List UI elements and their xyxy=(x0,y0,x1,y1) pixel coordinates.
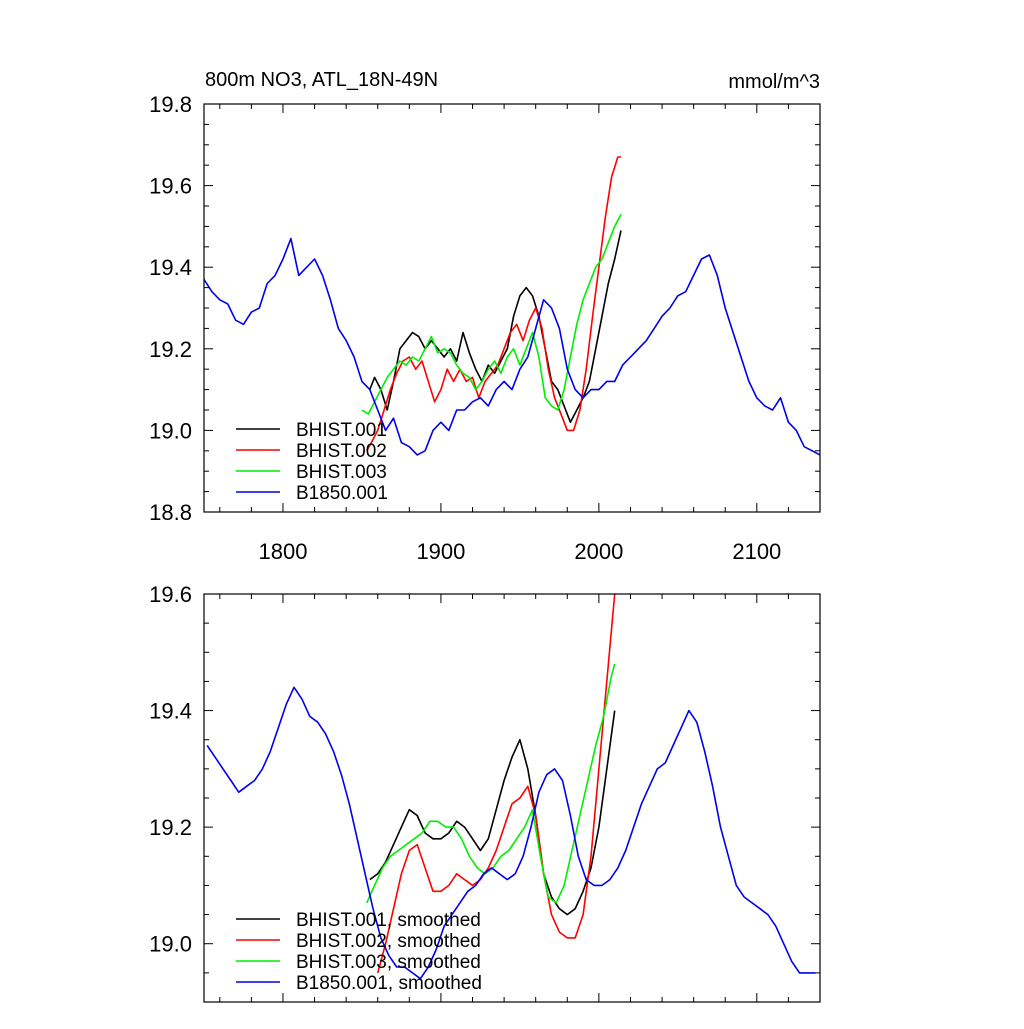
x-axis-ticks: 1800 1900 2000 2100 xyxy=(219,104,821,564)
y-tick-label: 19.2 xyxy=(149,337,192,362)
series-line-1 xyxy=(369,710,616,916)
y-tick-label: 18.8 xyxy=(149,500,192,525)
y-tick-label: 19.0 xyxy=(149,418,192,443)
legend-label-1: BHIST.001 xyxy=(296,420,387,441)
y-tick-label: 19.4 xyxy=(149,699,192,724)
y-tick-label: 19.6 xyxy=(149,582,192,607)
y-tick-label: 19.2 xyxy=(149,815,192,840)
y-axis-ticks: 19.0 19.2 19.4 19.6 xyxy=(149,582,820,1003)
series-line-1 xyxy=(369,230,622,424)
series-group xyxy=(206,594,816,980)
panel-top: 800m NO3, ATL_18N-49N mmol/m^3 1800 1900 2… xyxy=(149,69,821,564)
series-line-2 xyxy=(376,594,616,974)
x-tick-label: 1900 xyxy=(416,539,465,564)
x-tick-label: 2000 xyxy=(574,539,623,564)
y-tick-label: 19.4 xyxy=(149,255,192,280)
series-line-4 xyxy=(206,686,816,980)
legend-label-2: BHIST.002 xyxy=(296,441,387,462)
series-line-3 xyxy=(361,213,622,415)
series-line-3 xyxy=(365,663,616,904)
x-axis-ticks xyxy=(219,594,821,1002)
series-line-4 xyxy=(204,237,820,456)
units-label: mmol/m^3 xyxy=(728,71,820,93)
y-axis-ticks: 18.8 19.0 19.2 19.4 19.6 19.8 xyxy=(149,92,820,525)
series-group xyxy=(204,156,820,456)
legend-label-3: BHIST.003, smoothed xyxy=(296,952,481,973)
legend-label-3: BHIST.003 xyxy=(296,462,387,483)
legend-label-1: BHIST.001, smoothed xyxy=(296,910,481,931)
legend-label-4: B1850.001 xyxy=(296,483,388,504)
x-tick-label: 1800 xyxy=(258,539,307,564)
x-tick-label: 2100 xyxy=(732,539,781,564)
legend-label-2: BHIST.002, smoothed xyxy=(296,931,481,952)
y-tick-label: 19.6 xyxy=(149,174,192,199)
legend-label-4: B1850.001, smoothed xyxy=(296,973,482,994)
y-tick-label: 19.8 xyxy=(149,92,192,117)
series-line-2 xyxy=(366,156,621,452)
chart-title: 800m NO3, ATL_18N-49N xyxy=(205,69,438,91)
y-tick-label: 19.0 xyxy=(149,932,192,957)
